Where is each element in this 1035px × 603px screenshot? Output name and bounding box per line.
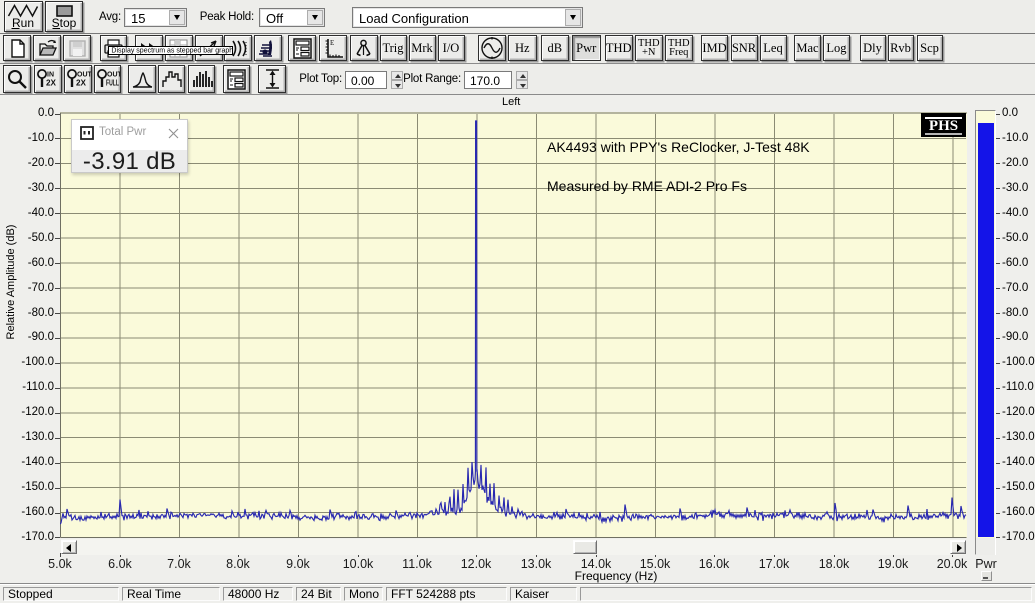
svg-text:OUT: OUT [107,71,120,78]
svg-text:2X: 2X [76,78,87,87]
svg-text:Stop: Stop [51,16,76,30]
svg-text:E: E [330,39,334,47]
svg-text:FULL: FULL [106,78,119,87]
svg-text:IN: IN [47,71,54,78]
svg-text:Run: Run [12,16,34,30]
svg-text:OUT: OUT [77,71,91,78]
svg-text:2X: 2X [46,78,57,87]
